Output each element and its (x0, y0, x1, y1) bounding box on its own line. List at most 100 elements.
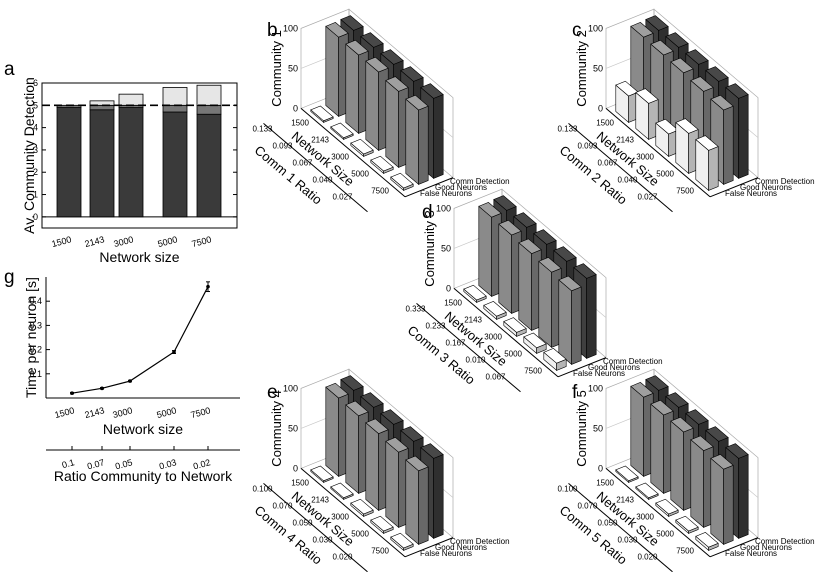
size-tick-label: 2143 (616, 136, 634, 145)
bar-top-face (670, 416, 694, 433)
bar-side-face (433, 454, 444, 539)
ratio-tick-label: 0.233 (425, 322, 446, 331)
bar-top-face (340, 15, 364, 31)
bar-front-face (325, 25, 339, 118)
size-axis-line (300, 108, 406, 198)
ratio-axis-line (263, 123, 368, 213)
data-point (206, 284, 210, 289)
bar-top-face (385, 76, 409, 92)
z-axis-label: Community 1 (269, 30, 284, 107)
bar-front-face (518, 242, 532, 332)
metric-label: False Neurons (573, 369, 625, 378)
metric-label: False Neurons (725, 549, 777, 558)
bar-top-face (310, 105, 334, 122)
ratio-tick-label: 0.067 (292, 159, 313, 168)
x-tick-label: 3000 (112, 405, 134, 420)
size-tick-label: 1500 (444, 299, 462, 308)
ratio-tick-label: 0.010 (465, 356, 486, 365)
z-tick-label: 50 (593, 423, 603, 433)
ratio-tick-label: 0.020 (332, 553, 353, 562)
bar-top-face (615, 80, 639, 97)
panel-label-f: f (572, 382, 578, 403)
bar-top-face (655, 118, 679, 135)
bar-top-face (705, 66, 729, 82)
ratio-tick-label: 0.070 (272, 502, 293, 511)
bar-top-face (478, 202, 502, 218)
x-tick-label: 5000 (157, 234, 179, 249)
bar-top-face (330, 122, 354, 139)
bar-front-face (405, 459, 419, 546)
metric-label: Good Neurons (435, 183, 487, 192)
bar-front-face (365, 60, 379, 152)
bar-top-face (325, 382, 349, 399)
bar-top-face (665, 392, 689, 408)
y-tick-label: 0.4 (29, 296, 42, 306)
size-tick-label: 1500 (291, 479, 309, 488)
stacked-bar-segment (196, 84, 222, 106)
bar-top-face (350, 498, 374, 515)
y-axis-label: Time per neuron [s] (23, 277, 39, 398)
z-tick-label: 0 (446, 283, 451, 293)
bar-side-face (571, 286, 582, 365)
bar-top-face (345, 39, 369, 56)
bar-front-face (538, 260, 552, 349)
z-tick-label: 100 (436, 203, 451, 213)
bar-top-face (370, 155, 394, 172)
bar-top-face (710, 454, 734, 470)
bar-top-face (513, 212, 537, 228)
ratio-tick-label: 0.050 (597, 519, 618, 528)
bar-top-face (695, 532, 719, 548)
x-tick-label: 1500 (54, 405, 76, 420)
bar-top-face (635, 482, 659, 499)
ratio-tick-label: 0.093 (272, 142, 293, 151)
bar-top-face (685, 49, 709, 65)
bar-top-face (695, 135, 719, 151)
ratio-tick-label: 0.040 (617, 176, 638, 185)
bar-side-face (418, 105, 429, 185)
ratio-tick-label: 0.030 (617, 536, 638, 545)
secondary-x-tick-label: 0.07 (86, 457, 106, 471)
bar-top-face (325, 22, 349, 38)
ratio-tick-label: 0.100 (252, 485, 273, 494)
bar-top-face (635, 88, 659, 104)
ratio-tick-label: 0.133 (252, 125, 273, 134)
size-tick-label: 3000 (636, 153, 654, 162)
bar-top-face (340, 375, 364, 391)
size-axis-line (605, 468, 711, 558)
bar-side-face (708, 146, 719, 191)
size-axis-line (453, 288, 559, 378)
bar-top-face (675, 515, 699, 532)
metric-label: Comm Detection (755, 537, 815, 546)
metric-axis-line (404, 537, 454, 558)
z-axis-label: Community 3 (422, 210, 437, 287)
bar-top-face (705, 426, 729, 442)
z-tick-label: 0 (293, 463, 298, 473)
size-tick-label: 5000 (351, 530, 369, 539)
bar-top-face (498, 219, 522, 236)
ratio-axis-line (416, 303, 521, 393)
bar-top-face (538, 257, 562, 273)
size-tick-label: 5000 (656, 170, 674, 179)
bar-top-face (493, 195, 517, 211)
z-tick-label: 50 (288, 63, 298, 73)
size-tick-label: 7500 (676, 547, 694, 556)
bar-front-face (498, 223, 512, 315)
size-tick-label: 3000 (484, 333, 502, 342)
y-tick-label: 6 (33, 78, 38, 88)
bar-top-face (365, 418, 389, 434)
z-tick-label: 50 (593, 63, 603, 73)
z-axis-label: Community 4 (269, 390, 284, 467)
bar-top-face (690, 76, 714, 92)
stacked-bar-segment (118, 93, 144, 106)
x-tick-label: 3000 (113, 234, 135, 249)
bar-top-face (365, 56, 389, 73)
size-tick-label: 2143 (311, 496, 329, 505)
z-tick-label: 50 (441, 243, 451, 253)
data-point (100, 386, 104, 391)
bar-top-face (405, 94, 429, 111)
y-tick-label: 5 (33, 100, 38, 110)
bar-front-face (345, 404, 359, 495)
bar-front-face (650, 403, 664, 495)
